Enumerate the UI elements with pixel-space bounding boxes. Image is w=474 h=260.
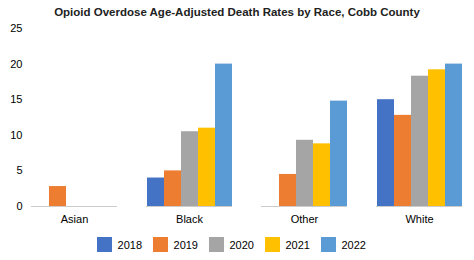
html-text:2022: 2022 xyxy=(341,238,366,251)
html-text:2020: 2020 xyxy=(229,238,254,251)
svg-text:Other: Other xyxy=(291,213,319,225)
svg-text:Black: Black xyxy=(176,213,203,225)
svg-text:10: 10 xyxy=(10,129,22,141)
html-text:2021: 2021 xyxy=(285,238,310,251)
svg-text:White: White xyxy=(405,213,433,225)
html-text:Opioid Overdose Age-Adjusted D: Opioid Overdose Age-Adjusted Death Rates… xyxy=(54,6,420,18)
svg-text:Asian: Asian xyxy=(61,213,89,225)
svg-text:20: 20 xyxy=(10,58,22,70)
svg-text:25: 25 xyxy=(10,22,22,34)
html-text:2018: 2018 xyxy=(117,238,142,251)
svg-text:15: 15 xyxy=(10,93,22,105)
svg-text:5: 5 xyxy=(16,164,22,176)
svg-text:0: 0 xyxy=(16,200,22,212)
html-text:2019: 2019 xyxy=(173,238,198,251)
